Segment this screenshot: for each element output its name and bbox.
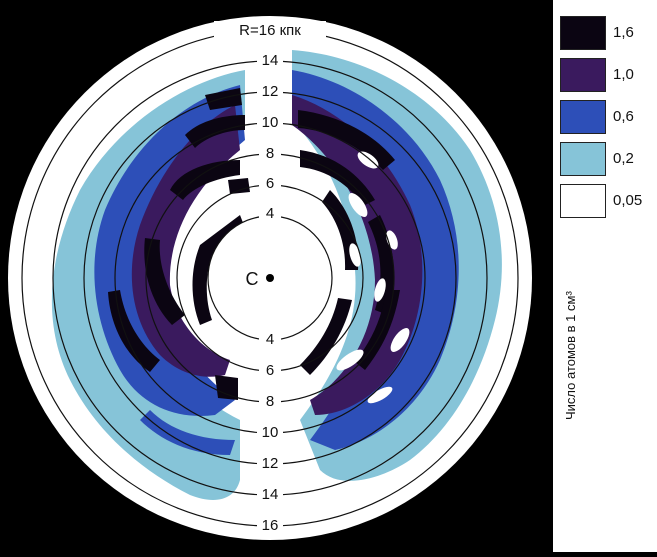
legend: 1,6 1,0 0,6 0,2 0,05 Число атомов в 1 см…	[553, 0, 657, 552]
legend-caption: Число атомов в 1 см³	[563, 291, 578, 420]
ring-label-bottom-12: 12	[262, 455, 279, 472]
ring-label-bottom-10: 10	[262, 424, 279, 441]
legend-swatch-0-05	[560, 184, 606, 218]
center-label: C	[246, 269, 259, 289]
legend-swatch-0-6	[560, 100, 606, 134]
legend-label-0-05: 0,05	[613, 192, 643, 209]
legend-label-0-6: 0,6	[613, 108, 634, 125]
ring-label-top-16: R=16 кпк	[239, 22, 301, 39]
ring-label-bottom-8: 8	[266, 393, 274, 410]
ring-label-top-12: 12	[262, 83, 279, 100]
ring-label-bottom-6: 6	[266, 362, 274, 379]
ring-label-bottom-16: 16	[262, 517, 279, 534]
ring-label-bottom-14: 14	[262, 486, 279, 503]
legend-label-1-6: 1,6	[613, 24, 634, 41]
density-map: C 4 6 8 10 12 14 R=16 кпк 4 6 8	[8, 16, 532, 540]
ring-labels-bottom: 4 6 8 10 12 14 16	[257, 330, 283, 534]
ring-label-top-10: 10	[262, 114, 279, 131]
ring-label-top-14: 14	[262, 52, 279, 69]
legend-swatch-0-2	[560, 142, 606, 176]
legend-swatch-1-6	[560, 16, 606, 50]
ring-label-top-8: 8	[266, 145, 274, 162]
center-dot	[266, 274, 274, 282]
ring-label-top-6: 6	[266, 175, 274, 192]
ring-label-top-4: 4	[266, 205, 274, 222]
ring-labels-top: 4 6 8 10 12 14 R=16 кпк	[214, 21, 326, 222]
legend-swatch-1-0	[560, 58, 606, 92]
legend-label-0-2: 0,2	[613, 150, 634, 167]
legend-label-1-0: 1,0	[613, 66, 634, 83]
ring-label-bottom-4: 4	[266, 331, 274, 348]
